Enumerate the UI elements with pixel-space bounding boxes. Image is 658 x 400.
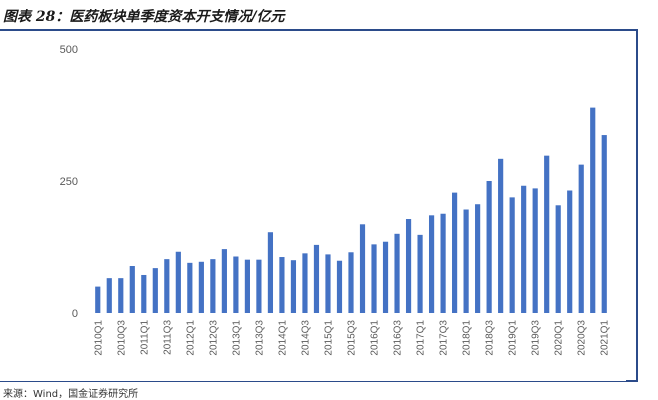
x-tick-label: 2020Q1 [554, 320, 565, 356]
x-tick-label: 2018Q1 [462, 320, 473, 356]
bar-2014Q1 [279, 257, 285, 313]
bar-2019Q4 [544, 155, 550, 313]
x-tick-label: 2010Q3 [116, 320, 127, 356]
bar-2014Q3 [302, 253, 308, 313]
bar-2013Q4 [267, 232, 274, 313]
bar-2017Q3 [440, 213, 446, 313]
bar-2013Q3 [256, 259, 262, 313]
x-tick-label: 2017Q1 [416, 320, 427, 356]
bar-2011Q3 [164, 259, 170, 313]
bar-2017Q4 [452, 192, 458, 313]
bar-2018Q3 [486, 181, 492, 313]
x-tick-label: 2011Q1 [139, 320, 150, 355]
x-tick-label: 2014Q3 [300, 320, 311, 356]
bar-2020Q4 [590, 107, 596, 313]
y-tick-label: 0 [72, 308, 78, 320]
x-tick-label: 2020Q3 [577, 320, 588, 356]
bar-2010Q4 [129, 266, 135, 313]
bar-2010Q1 [95, 286, 101, 313]
bar-2018Q1 [463, 209, 469, 313]
bar-2015Q3 [348, 252, 354, 313]
x-tick-label: 2011Q3 [162, 320, 173, 355]
bar-2020Q3 [578, 164, 584, 313]
x-tick-label: 2015Q3 [347, 320, 358, 356]
bar-2013Q2 [244, 259, 250, 313]
bar-2013Q1 [233, 256, 239, 313]
x-tick-label: 2021Q1 [600, 320, 611, 356]
y-tick-label: 500 [60, 44, 78, 56]
x-tick-label: 2017Q3 [439, 320, 450, 356]
x-tick-label: 2016Q3 [393, 320, 404, 356]
x-tick-label: 2013Q3 [254, 320, 265, 356]
bar-2010Q3 [118, 278, 124, 313]
title-bar: 图表 28：医药板块单季度资本开支情况/亿元 [0, 0, 658, 31]
bar-2015Q1 [325, 254, 331, 313]
bar-2021Q1 [601, 135, 607, 313]
bar-2015Q2 [336, 260, 343, 313]
bar-2016Q1 [371, 244, 377, 313]
bar-2019Q1 [509, 197, 515, 313]
bar-2016Q2 [382, 241, 389, 313]
bar-series [95, 107, 607, 313]
right-border [636, 29, 638, 382]
y-axis: 0 250 500 [60, 44, 78, 320]
bar-2015Q4 [359, 224, 366, 313]
bar-2012Q4 [221, 249, 227, 313]
bar-2019Q2 [521, 185, 527, 313]
x-tick-label: 2019Q3 [531, 320, 542, 356]
y-tick-label: 250 [60, 176, 78, 188]
bar-2012Q2 [198, 261, 204, 313]
x-tick-label: 2012Q3 [208, 320, 219, 356]
source-note: 来源：Wind，国金证券研究所 [3, 389, 139, 400]
bar-2020Q1 [555, 205, 561, 313]
x-tick-label: 2014Q1 [277, 320, 288, 356]
bar-2017Q2 [428, 215, 435, 313]
bar-2016Q4 [405, 219, 412, 313]
bottom-rule [0, 381, 638, 382]
title-rule [0, 29, 636, 31]
x-tick-label: 2018Q3 [485, 320, 496, 356]
bar-2012Q1 [187, 262, 193, 313]
bar-2020Q2 [567, 190, 573, 313]
bar-2016Q3 [394, 233, 400, 313]
bar-2019Q3 [532, 188, 538, 313]
bar-2014Q4 [313, 244, 320, 313]
bar-2012Q3 [210, 259, 216, 313]
bar-2017Q1 [417, 234, 423, 313]
bar-2010Q2 [106, 278, 112, 313]
x-tick-label: 2013Q1 [231, 320, 242, 356]
chart-title: 图表 28：医药板块单季度资本开支情况/亿元 [3, 9, 285, 25]
x-tick-label: 2012Q1 [185, 320, 196, 356]
bar-2018Q4 [498, 158, 504, 313]
bar-2014Q2 [290, 260, 297, 313]
right-border-bottom-tick [626, 380, 636, 381]
x-tick-label: 2010Q1 [93, 320, 104, 356]
bar-2011Q4 [175, 251, 181, 313]
x-axis: 2010Q1 2010Q3 2011Q1 2011Q3 2012Q1 2012Q3 2013… [93, 320, 610, 356]
bar-2011Q1 [141, 274, 147, 313]
bar-2018Q2 [475, 204, 481, 313]
x-tick-label: 2015Q1 [323, 320, 334, 356]
right-border-top-tick [626, 29, 636, 30]
bar-2011Q2 [152, 268, 158, 313]
x-tick-label: 2016Q1 [370, 320, 381, 356]
x-tick-label: 2019Q1 [508, 320, 519, 356]
